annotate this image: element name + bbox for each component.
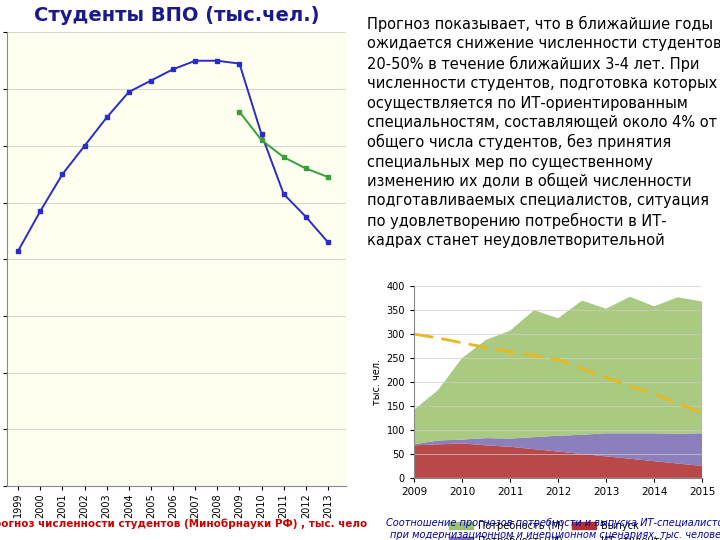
пессимистический прогноз — [323, 239, 332, 246]
пессимистический прогноз — [36, 208, 45, 214]
пессимистический прогноз — [102, 114, 111, 121]
Line: оптимистичный прогноз: оптимистичный прогноз — [237, 109, 330, 179]
Y-axis label: тыс. чел.: тыс. чел. — [372, 359, 382, 405]
пессимистический прогноз — [81, 143, 89, 149]
Title: Студенты ВПО (тыс.чел.): Студенты ВПО (тыс.чел.) — [34, 6, 319, 25]
Text: Соотношение прогнозов потребности и выпуска ИТ-специалистов
при модернизационном: Соотношение прогнозов потребности и выпу… — [387, 518, 720, 540]
оптимистичный прогноз — [257, 137, 266, 144]
оптимистичный прогноз — [323, 174, 332, 180]
пессимистический прогноз — [58, 171, 67, 177]
пессимистический прогноз — [14, 247, 22, 254]
пессимистический прогноз — [257, 131, 266, 138]
оптимистичный прогноз — [279, 154, 288, 160]
пессимистический прогноз — [168, 66, 177, 72]
Text: Прогноз показывает, что в ближайшие годы
ожидается снижение численности студенто: Прогноз показывает, что в ближайшие годы… — [367, 16, 720, 248]
пессимистический прогноз — [191, 58, 199, 64]
Text: Прогноз численности студентов (Минобрнауки РФ) , тыс. чело: Прогноз численности студентов (Минобрнау… — [0, 518, 367, 529]
пессимистический прогноз — [213, 58, 222, 64]
оптимистичный прогноз — [235, 109, 244, 115]
Line: пессимистический прогноз: пессимистический прогноз — [16, 58, 330, 253]
пессимистический прогноз — [125, 89, 133, 95]
пессимистический прогноз — [235, 60, 244, 67]
оптимистичный прогноз — [302, 165, 310, 172]
пессимистический прогноз — [302, 213, 310, 220]
Legend: Потребность (М), Потребность (И), Выпуск, ИТ-студенты: Потребность (М), Потребность (И), Выпуск… — [445, 517, 671, 540]
пессимистический прогноз — [279, 191, 288, 197]
пессимистический прогноз — [147, 77, 156, 84]
